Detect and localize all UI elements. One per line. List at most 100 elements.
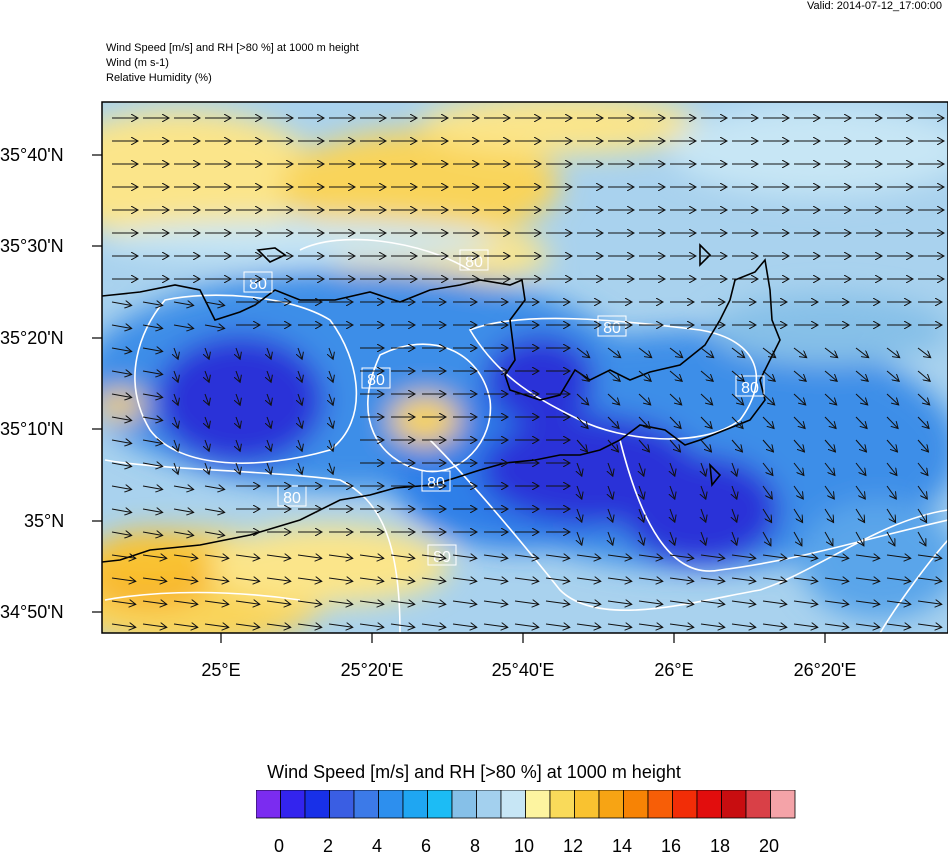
wind-arrow [328, 555, 353, 558]
wind-arrow [886, 531, 895, 546]
wind-arrow [793, 555, 818, 558]
wind-arrow [762, 555, 787, 558]
wind-arrow [732, 508, 737, 522]
wind-arrow [793, 393, 806, 405]
colorbar-tick: 20 [758, 836, 780, 856]
wind-arrow [111, 509, 132, 513]
wind-arrow [236, 393, 240, 405]
colorbar-swatch [647, 790, 673, 819]
wind-arrow [173, 578, 198, 581]
plot-header: Wind Speed [m/s] and RH [>80 %] at 1000 … [106, 41, 359, 86]
wind-arrow [700, 370, 713, 381]
wind-arrow [608, 462, 613, 476]
wind-arrow [577, 508, 582, 522]
wind-arrow [669, 393, 682, 405]
wind-arrow [174, 370, 178, 382]
wind-arrow [886, 416, 898, 429]
wind-arrow [359, 624, 384, 627]
wind-arrow [701, 508, 706, 522]
wind-arrow [204, 624, 229, 627]
wind-arrow [267, 370, 271, 382]
wind-arrow [731, 624, 756, 627]
wind-arrow [267, 416, 271, 428]
wind-arrow [700, 624, 725, 627]
wind-arrow [855, 578, 880, 581]
wind-arrow [204, 555, 229, 558]
wind-arrow [483, 578, 508, 581]
wind-arrow [266, 601, 291, 604]
wind-arrow [452, 624, 477, 627]
wind-arrow [328, 578, 353, 581]
lat-label-35: 35°N [24, 511, 65, 531]
colorbar-tick: 10 [513, 836, 535, 856]
wind-arrow [390, 624, 415, 627]
wind-arrow [111, 302, 132, 306]
wind-vectors [111, 118, 944, 627]
colorbar-tick: 4 [371, 836, 383, 856]
contour-label: 80 [277, 485, 307, 507]
wind-arrow [204, 532, 225, 536]
wind-arrow [111, 394, 132, 398]
wind-arrow [576, 416, 588, 429]
wind-arrow [608, 531, 613, 545]
wind-arrow [762, 508, 772, 523]
wind-arrow [297, 578, 322, 581]
wind-arrow [855, 393, 868, 405]
colorbar-tick: 14 [611, 836, 633, 856]
header-rh-label: Relative Humidity (%) [106, 72, 212, 84]
contour-label: 80 [361, 367, 391, 389]
colorbar [256, 790, 796, 819]
svg-text:80: 80 [367, 372, 385, 389]
wind-arrow [267, 439, 271, 451]
wind-arrow [174, 347, 178, 359]
wind-arrow [639, 462, 644, 476]
wind-arrow [917, 555, 942, 558]
wind-arrow [142, 302, 163, 306]
wind-arrow [793, 485, 803, 499]
wind-arrow [824, 555, 849, 558]
wind-arrow [638, 370, 651, 381]
wind-arrow [174, 393, 178, 405]
wind-arrow [142, 486, 163, 490]
wind-arrow [173, 509, 194, 513]
wind-arrow [917, 601, 942, 604]
wind-arrow [917, 624, 942, 627]
colorbar-swatch [672, 790, 698, 819]
wind-arrow [824, 370, 837, 381]
wind-arrow [701, 462, 706, 476]
wind-arrow [886, 439, 898, 452]
colorbar-tick: 0 [273, 836, 285, 856]
wind-arrow [142, 601, 167, 604]
colorbar-swatch [402, 790, 428, 819]
wind-arrow [576, 347, 590, 358]
wind-arrow [483, 601, 508, 604]
wind-arrow [855, 439, 867, 452]
wind-arrow [824, 624, 849, 627]
wind-arrow [855, 508, 865, 523]
wind-arrow [452, 578, 477, 581]
wind-arrow [204, 302, 225, 306]
wind-arrow [267, 347, 271, 359]
wind-arrow [298, 439, 302, 451]
wind-arrow [670, 485, 675, 499]
wind-arrow [142, 578, 167, 581]
wind-arrow [266, 578, 291, 581]
lon-label-25: 25°E [201, 660, 241, 680]
wind-arrow [235, 624, 260, 627]
wind-arrow [298, 416, 302, 428]
wind-arrow [917, 462, 928, 476]
wind-arrow [917, 485, 927, 499]
wind-arrow [298, 370, 302, 382]
wind-arrow [329, 393, 333, 405]
colorbar-swatch [353, 790, 379, 819]
wind-arrow [514, 555, 539, 558]
wind-arrow [638, 601, 663, 604]
wind-arrow [607, 439, 619, 452]
wind-arrow [669, 416, 681, 429]
wind-arrow [700, 439, 712, 452]
wind-arrow [824, 347, 838, 358]
wind-arrow [111, 371, 132, 375]
colorbar-swatch [549, 790, 575, 819]
wind-arrow [731, 578, 756, 581]
header-wind-label: Wind (m s-1) [106, 57, 169, 69]
